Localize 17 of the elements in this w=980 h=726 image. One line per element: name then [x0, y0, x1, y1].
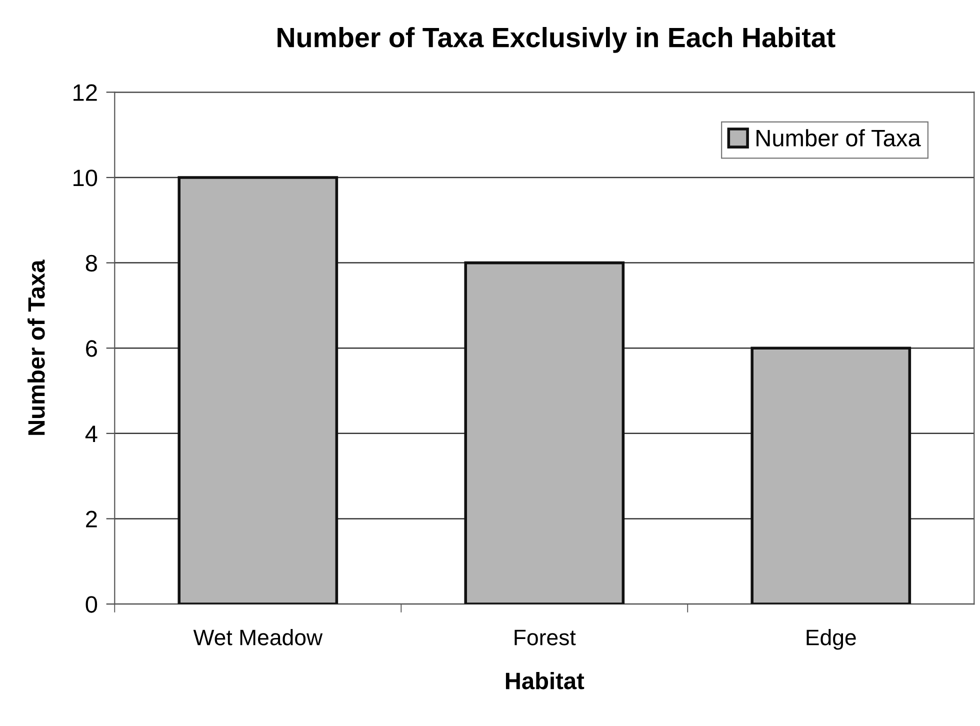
x-tick-label: Wet Meadow: [193, 629, 323, 646]
y-tick-label: 6: [86, 340, 97, 357]
y-axis-title: Number of Taxa: [28, 260, 45, 435]
y-tick-label: 8: [86, 254, 97, 272]
y-tick-label: 4: [85, 426, 98, 442]
bar: [750, 346, 912, 604]
y-tick-label: 12: [74, 84, 97, 101]
bar: [178, 176, 338, 604]
y-tick-label: 0: [86, 596, 98, 613]
y-tick-label: 2: [86, 510, 97, 528]
x-axis-title: Habitat: [506, 672, 584, 690]
x-tick-label: Forest: [514, 630, 576, 646]
y-tick-label: 10: [74, 170, 98, 186]
bar: [464, 261, 625, 604]
chart-title: Number of Taxa Exclusivly in Each Habitat: [278, 26, 836, 53]
x-tick-label: Edge: [806, 629, 856, 650]
legend-label: Number of Taxa: [756, 129, 921, 146]
